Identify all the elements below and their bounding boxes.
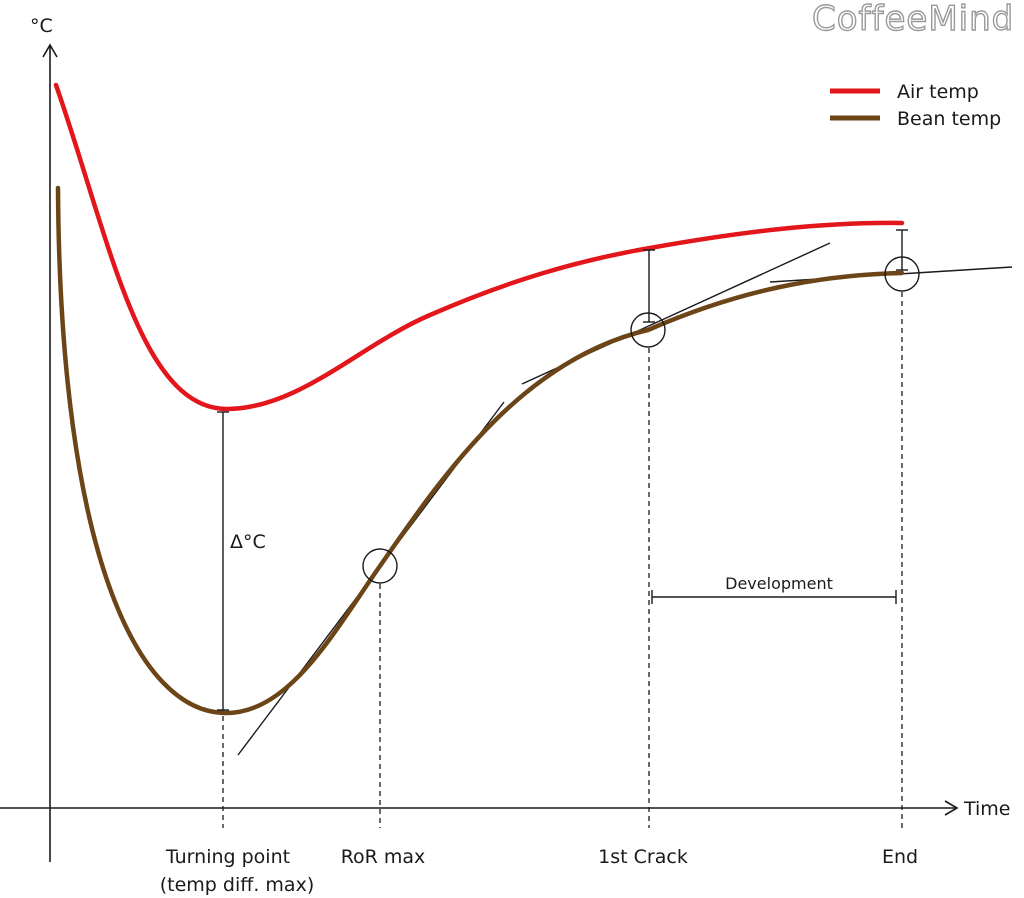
axes: °C Time	[0, 15, 1011, 862]
event-labels: Turning point (temp diff. max) RoR max 1…	[160, 846, 918, 896]
bean-temp-curve	[55, 185, 905, 716]
delta-label: Δ°C	[230, 531, 266, 553]
development-label: Development	[725, 574, 833, 593]
coffeemind-logo: CoffeeMind	[812, 0, 1014, 39]
ror-max-marker	[362, 548, 398, 584]
event-guides	[222, 292, 903, 828]
y-axis-arrow-icon	[42, 43, 58, 58]
development-bracket: Development	[651, 574, 897, 604]
end-label: End	[882, 846, 918, 868]
turning-point-sublabel: (temp diff. max)	[160, 874, 314, 896]
legend-label-bean: Bean temp	[897, 108, 1001, 130]
legend-label-air: Air temp	[897, 81, 979, 103]
x-axis-arrow-icon	[944, 800, 959, 816]
first-crack-gap-bracket	[643, 249, 655, 323]
air-temp-curve	[53, 82, 905, 412]
x-axis-label: Time	[963, 798, 1011, 820]
ror-max-label: RoR max	[341, 846, 426, 868]
tangent-lines	[237, 242, 1013, 756]
first-crack-marker	[630, 312, 666, 348]
y-axis-label: °C	[30, 15, 53, 37]
end-gap-bracket	[896, 229, 908, 271]
legend: Air temp Bean temp	[830, 81, 1001, 130]
first-crack-label: 1st Crack	[598, 846, 688, 868]
end-marker	[884, 256, 920, 292]
delta-bracket: Δ°C	[217, 411, 266, 711]
turning-point-label: Turning point	[165, 846, 290, 868]
